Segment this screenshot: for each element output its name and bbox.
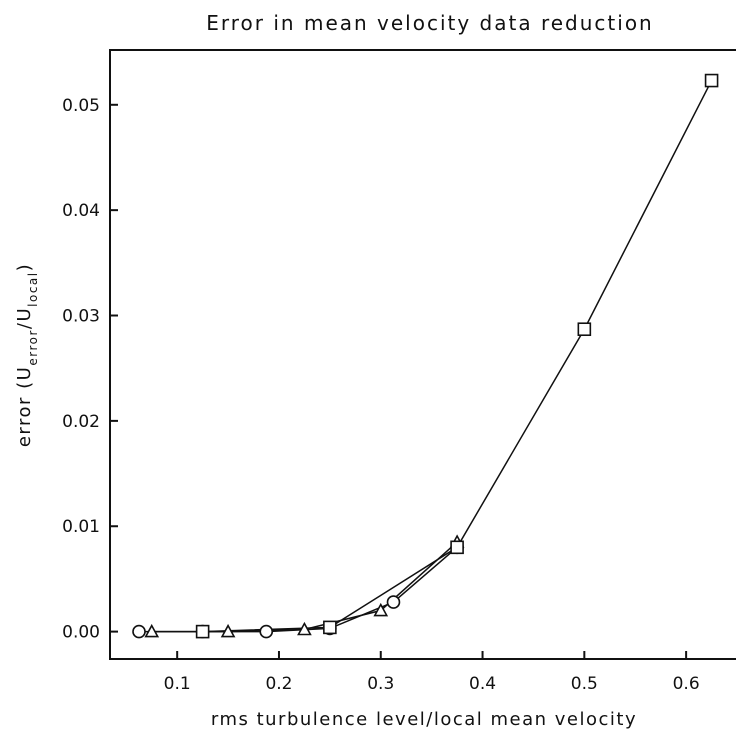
point [450,540,464,555]
chart-title: Error in mean velocity data reduction [206,11,653,35]
y-label-sub: error [26,329,40,366]
x-tick-label: 0.3 [367,674,394,694]
y-label-part: ) [14,263,35,272]
point [704,73,719,88]
y-tick-label: 0.02 [62,412,100,432]
x-tick-label: 0.4 [469,674,496,694]
y-label-part: /U [14,307,35,329]
y-tick-label: 0.03 [62,307,100,327]
y-label-sub: local [26,271,40,306]
point [297,621,312,636]
x-tick-label: 0.2 [265,674,292,694]
y-tick-label: 0.05 [62,96,100,116]
x-tick-label: 0.6 [673,674,700,694]
point [577,322,592,337]
point [386,595,401,609]
point [195,624,210,639]
plot-frame [109,49,736,660]
y-tick-label: 0.01 [62,517,100,537]
y-tick-label: 0.00 [62,623,100,643]
x-tick-label: 0.1 [164,674,191,694]
point [144,623,160,638]
point [132,624,146,639]
y-tick-label: 0.04 [62,201,100,221]
series-line [139,546,458,633]
point [373,602,389,617]
point [220,623,236,638]
point [323,620,337,635]
point [259,624,274,639]
y-label-part: error (U [14,366,35,448]
x-axis-label: rms turbulence level/local mean velocity [211,709,637,730]
y-axis-label: error (Uerror/Ulocal) [14,263,40,447]
x-tick-label: 0.5 [571,674,598,694]
